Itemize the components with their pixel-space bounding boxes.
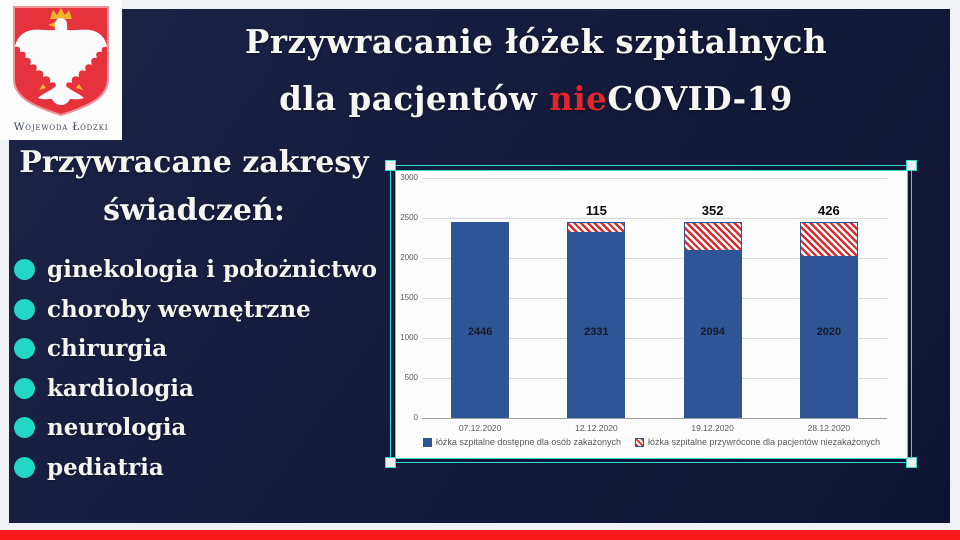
bar-segment-restored-beds xyxy=(683,222,742,251)
gridline xyxy=(422,297,887,299)
gridline xyxy=(422,257,887,259)
slide-title: Przywracanie łóżek szpitalnych dla pacje… xyxy=(122,13,950,127)
bullet-circle-icon xyxy=(14,456,35,478)
chart-legend: łóżka szpitalne dostępne dla osób zakażo… xyxy=(396,437,907,447)
x-axis-category-label: 19.12.2020 xyxy=(691,423,734,433)
bar-inside-value-label: 2331 xyxy=(584,326,609,338)
frame-handle-top-left[interactable] xyxy=(385,160,396,171)
legend-label: łóżka szpitalne dostępne dla osób zakażo… xyxy=(435,437,621,447)
chart-canvas: 0 500 1000 1500 2000 2500 3000 2446 07.12.2020 23… xyxy=(396,171,907,458)
stacked-bar xyxy=(683,222,742,418)
polish-eagle-coat-of-arms-icon xyxy=(13,6,109,117)
list-item-label: ginekologia i położnictwo xyxy=(47,256,377,284)
list-item-label: choroby wewnętrzne xyxy=(47,295,311,323)
stacked-bar xyxy=(567,222,626,418)
bar-above-value-label: 352 xyxy=(682,203,743,218)
title-accent: nie xyxy=(549,79,608,118)
frame-handle-bottom-left[interactable] xyxy=(385,457,396,468)
logo-caption: Wojewoda Łódzki xyxy=(13,121,109,133)
chart-image-frame[interactable] xyxy=(385,160,917,468)
section-heading-line-2: świadczeń: xyxy=(103,193,285,228)
bar-segment-covid-beds xyxy=(567,231,626,418)
bar-above-value-label: 426 xyxy=(798,203,859,218)
list-item: ginekologia i położnictwo xyxy=(14,250,377,290)
bar-segment-covid-beds xyxy=(683,250,742,418)
legend-label: łóżka szpitalne przywrócone dla pacjentó… xyxy=(647,437,881,447)
bar-inside-value-label: 2094 xyxy=(700,326,725,338)
y-axis-tick-label: 2000 xyxy=(400,253,418,262)
bar-segment-restored-beds xyxy=(799,222,858,257)
y-axis-tick-label: 1000 xyxy=(400,333,418,342)
services-list: ginekologia i położnictwo choroby wewnętr… xyxy=(14,250,377,487)
legend-marker-solid-icon xyxy=(422,437,432,447)
list-item-label: chirurgia xyxy=(47,335,168,363)
gridline xyxy=(422,337,887,339)
bullet-circle-icon xyxy=(14,259,35,281)
bar-inside-value-label: 2446 xyxy=(467,326,493,338)
bullet-circle-icon xyxy=(14,377,35,399)
y-axis-tick-label: 2500 xyxy=(400,213,418,222)
x-axis-line xyxy=(422,417,887,419)
list-item: kardiologia xyxy=(14,369,377,409)
bar-segment-restored-beds xyxy=(567,222,626,232)
stacked-bar xyxy=(799,222,858,418)
voivode-logo: Wojewoda Łódzki xyxy=(0,0,122,140)
stacked-bar xyxy=(451,222,510,418)
gridline xyxy=(422,177,887,179)
gridline xyxy=(422,217,887,219)
x-axis-category-label: 12.12.2020 xyxy=(575,423,618,433)
gridline xyxy=(422,377,887,379)
title-line-1: Przywracanie łóżek szpitalnych xyxy=(244,22,828,61)
legend-item: łóżka szpitalne dostępne dla osób zakażo… xyxy=(422,437,621,447)
list-item: choroby wewnętrzne xyxy=(14,290,377,330)
legend-item: łóżka szpitalne przywrócone dla pacjentó… xyxy=(634,437,881,447)
list-item: chirurgia xyxy=(14,329,377,369)
section-heading: Przywracane zakresy świadczeń: xyxy=(10,139,378,235)
list-item-label: pediatria xyxy=(47,453,164,481)
list-item: pediatria xyxy=(14,448,377,488)
section-heading-line-1: Przywracane zakresy xyxy=(19,145,369,180)
list-item: neurologia xyxy=(14,408,377,448)
y-axis-tick-label: 3000 xyxy=(400,173,418,182)
bar-inside-value-label: 2020 xyxy=(816,326,842,338)
legend-marker-hatched-icon xyxy=(634,437,644,447)
list-item-label: kardiologia xyxy=(47,374,194,402)
frame-handle-bottom-right[interactable] xyxy=(906,457,917,468)
title-line-2: dla pacjentów nieCOVID-19 xyxy=(279,79,793,118)
y-axis-tick-label: 1500 xyxy=(400,293,418,302)
footer-bar xyxy=(0,530,960,540)
list-item-label: neurologia xyxy=(47,414,187,442)
y-axis-tick-label: 0 xyxy=(413,413,418,422)
bar-segment-covid-beds xyxy=(451,222,510,418)
bar-segment-covid-beds xyxy=(799,256,858,418)
bullet-circle-icon xyxy=(14,298,35,320)
bar-chart: 0 500 1000 1500 2000 2500 3000 2446 07.12.2020 23… xyxy=(395,170,908,459)
frame-handle-top-right[interactable] xyxy=(906,160,917,171)
x-axis-category-label: 28.12.2020 xyxy=(807,423,851,433)
x-axis-category-label: 07.12.2020 xyxy=(458,423,502,433)
bullet-circle-icon xyxy=(14,417,35,439)
bar-above-value-label: 115 xyxy=(566,203,627,218)
bullet-circle-icon xyxy=(14,338,35,360)
y-axis-tick-label: 500 xyxy=(404,373,418,382)
